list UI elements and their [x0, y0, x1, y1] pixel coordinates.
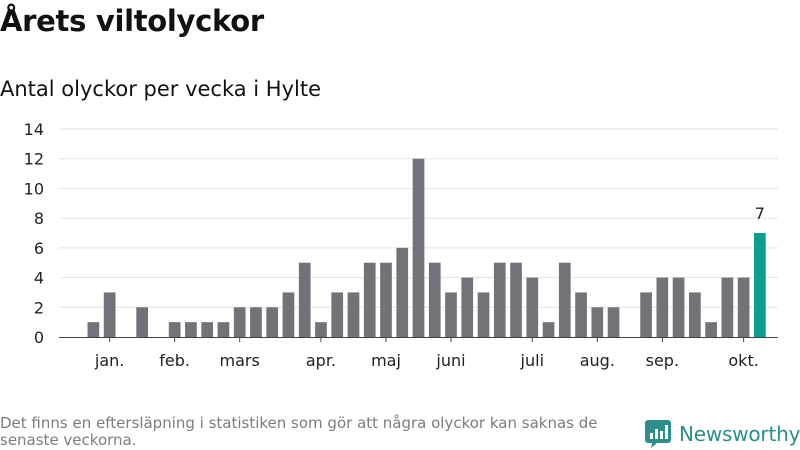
- bar: [672, 277, 685, 337]
- bar: [575, 292, 587, 337]
- chart-title: Årets viltolyckor: [0, 4, 264, 38]
- y-tick-label: 4: [34, 269, 44, 288]
- brand[interactable]: Newsworthy: [645, 420, 800, 448]
- bar: [493, 262, 506, 337]
- bar-chart: 0 2 4 6 8 10 12 14 7 jan. feb. mars apr. maj juni jul…: [24, 120, 778, 370]
- bar-latest-week: [754, 233, 766, 337]
- bars: 7: [87, 158, 766, 337]
- bar: [558, 262, 571, 337]
- bar: [396, 247, 409, 337]
- x-tick-label: jan.: [94, 351, 124, 370]
- data-label: 7: [755, 204, 765, 223]
- bar: [103, 292, 116, 337]
- bar: [591, 307, 604, 337]
- footnote: Det finns en eftersläpning i statistiken…: [0, 414, 598, 449]
- bar: [461, 277, 474, 337]
- x-tick-label: okt.: [728, 351, 758, 370]
- x-tick-label: maj: [371, 351, 401, 370]
- bar: [656, 277, 669, 337]
- brand-name: Newsworthy: [679, 422, 800, 446]
- x-tick-label: feb.: [159, 351, 190, 370]
- bar: [233, 307, 246, 337]
- bar: [217, 322, 230, 337]
- bar: [721, 277, 734, 337]
- bar: [185, 322, 197, 337]
- bar: [298, 262, 311, 337]
- x-tick-label: juni: [435, 351, 465, 370]
- bar: [282, 292, 295, 337]
- x-tick-label: apr.: [306, 351, 336, 370]
- bar: [347, 292, 360, 337]
- bar: [87, 322, 100, 337]
- x-tick-label: mars: [220, 351, 260, 370]
- bar: [168, 322, 181, 337]
- bar: [737, 277, 750, 337]
- y-tick-label: 14: [24, 120, 44, 139]
- x-tick-label: juli: [520, 351, 544, 370]
- bar: [542, 322, 555, 337]
- x-tick-label: aug.: [580, 351, 615, 370]
- bar: [640, 292, 652, 337]
- bar: [380, 262, 392, 337]
- chart-subtitle: Antal olyckor per vecka i Hylte: [0, 77, 322, 101]
- y-tick-label: 0: [34, 328, 44, 347]
- bar: [477, 292, 490, 337]
- bar: [607, 307, 620, 337]
- bar: [526, 277, 539, 337]
- y-tick-label: 6: [34, 239, 44, 258]
- bar: [705, 322, 717, 337]
- bar: [412, 158, 425, 337]
- bar: [363, 262, 376, 337]
- bar: [688, 292, 701, 337]
- bar: [250, 307, 262, 337]
- bar: [266, 307, 279, 337]
- x-axis-ticks: jan. feb. mars apr. maj juni juli aug. sep. okt.: [94, 337, 759, 370]
- bar: [201, 322, 214, 337]
- y-tick-label: 10: [24, 179, 44, 198]
- bar: [445, 292, 457, 337]
- y-axis-ticks: 0 2 4 6 8 10 12 14: [24, 120, 44, 347]
- bar: [428, 262, 441, 337]
- bar: [136, 307, 149, 337]
- bar: [315, 322, 327, 337]
- newsworthy-logo-icon: [645, 420, 671, 448]
- y-tick-label: 12: [24, 150, 44, 169]
- y-tick-label: 2: [34, 298, 44, 317]
- y-tick-label: 8: [34, 209, 44, 228]
- bar: [510, 262, 522, 337]
- bar: [331, 292, 344, 337]
- x-tick-label: sep.: [646, 351, 679, 370]
